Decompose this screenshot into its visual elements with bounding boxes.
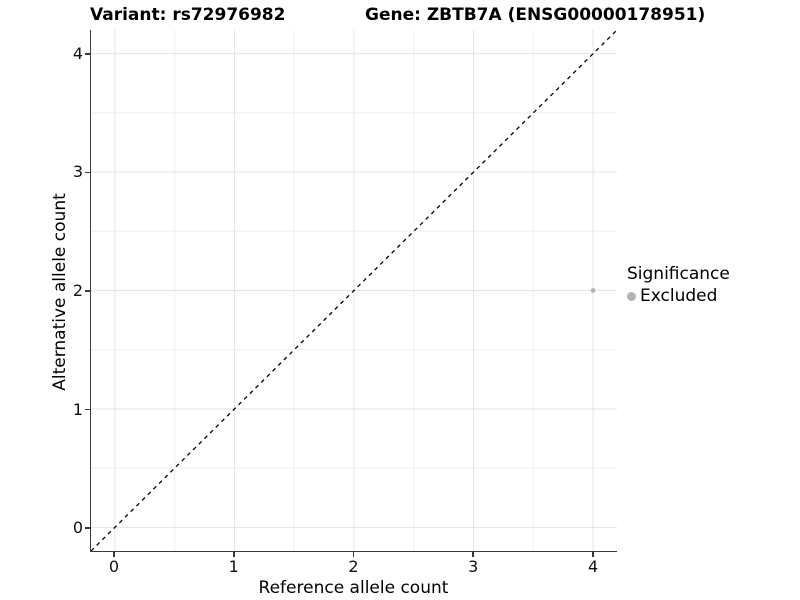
gene-title: Gene: ZBTB7A (ENSG00000178951) (365, 5, 706, 25)
plot-panel (90, 30, 617, 552)
plot-canvas (91, 30, 617, 551)
y-tick-label: 4 (72, 43, 83, 63)
x-axis-title: Reference allele count (258, 578, 449, 598)
x-tick-mark (232, 552, 235, 557)
y-axis-title: Alternative allele count (50, 193, 70, 391)
x-tick-label: 2 (348, 557, 359, 576)
legend: Significance Excluded (627, 264, 730, 307)
legend-title: Significance (627, 264, 730, 284)
x-tick-label: 4 (587, 557, 599, 576)
legend-item-excluded: Excluded (627, 286, 730, 307)
x-tick-label: 1 (228, 557, 239, 576)
y-tick-label: 0 (72, 518, 83, 538)
data-point (590, 288, 596, 293)
variant-title: Variant: rs72976982 (90, 5, 286, 25)
x-tick-mark (113, 552, 115, 557)
identity-line (91, 30, 617, 551)
x-tick-label: 0 (108, 557, 120, 576)
excluded-point-icon (627, 292, 636, 301)
x-tick-mark (592, 552, 594, 557)
legend-item-label: Excluded (640, 286, 718, 306)
x-tick-label: 3 (468, 557, 479, 576)
x-tick-mark (352, 552, 355, 557)
x-tick-mark (472, 552, 475, 557)
